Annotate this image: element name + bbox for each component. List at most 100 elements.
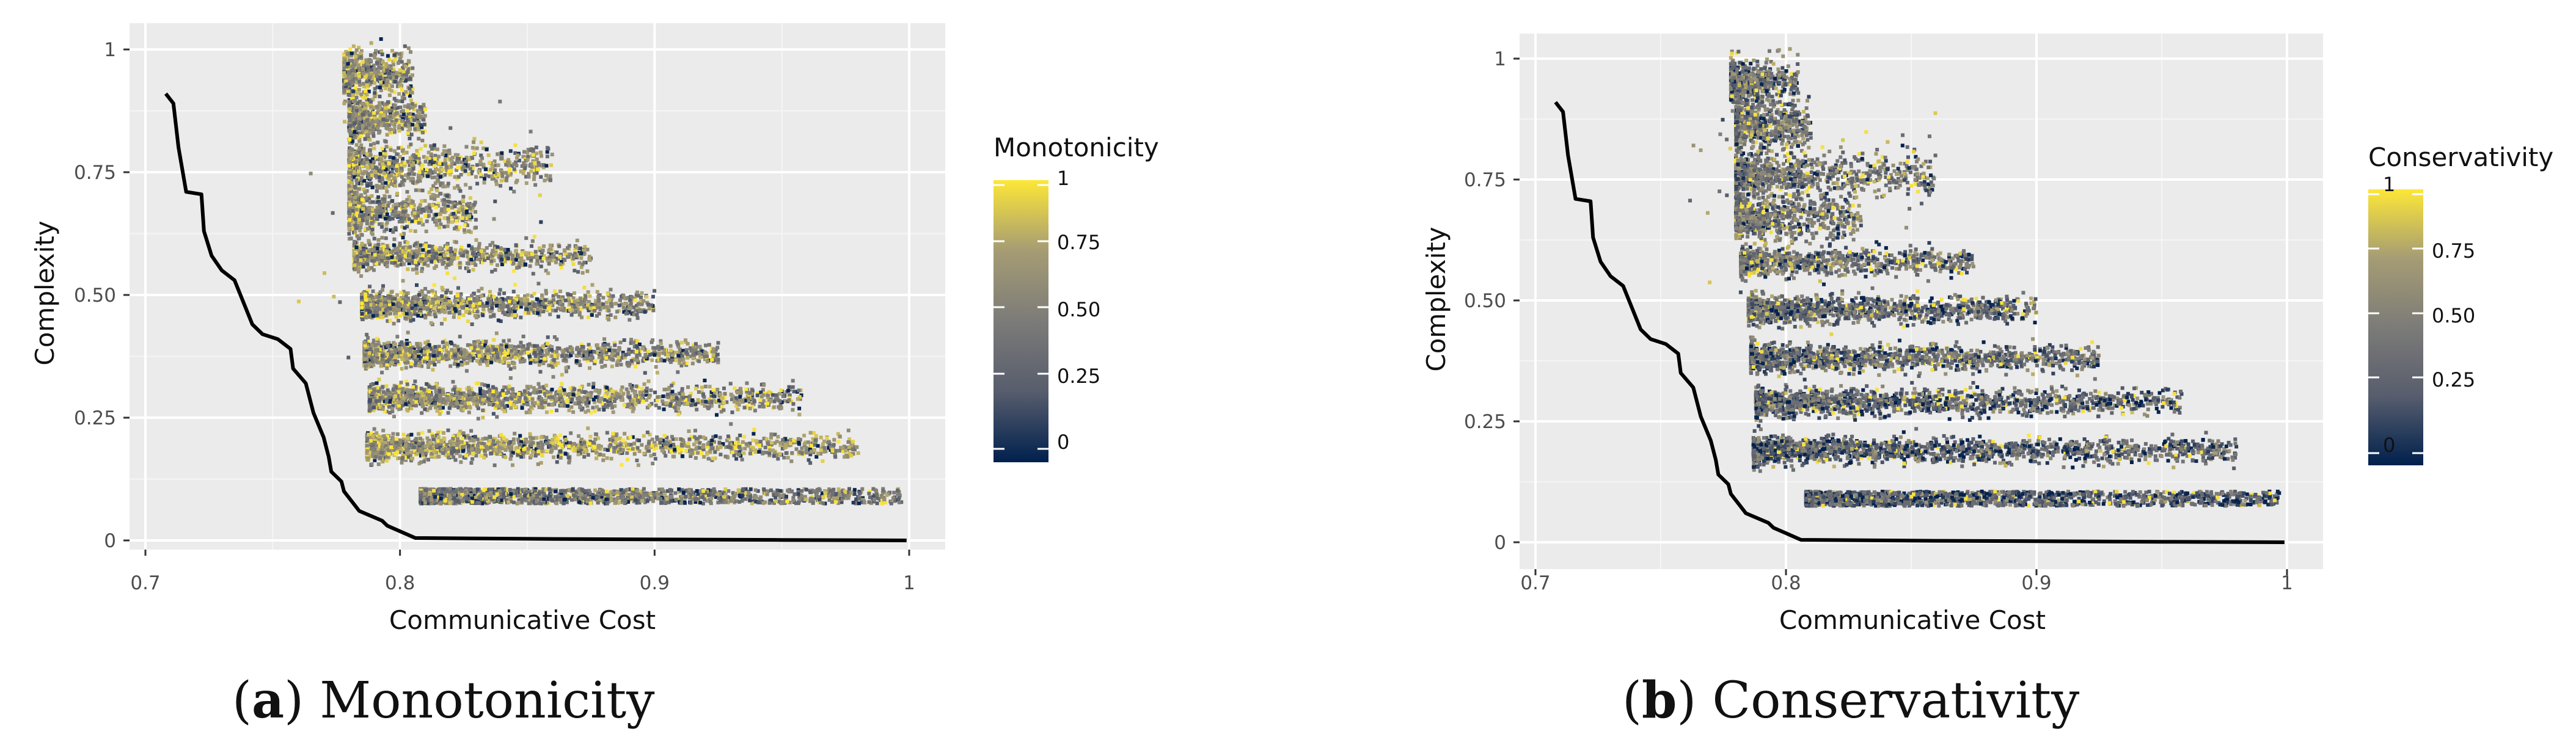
scatter-point <box>679 447 684 451</box>
scatter-point <box>772 501 776 505</box>
scatter-point <box>509 440 513 445</box>
scatter-point <box>696 492 700 496</box>
scatter-point <box>391 398 395 402</box>
scatter-point <box>652 452 656 457</box>
scatter-point <box>452 397 456 401</box>
scatter-point <box>464 495 469 499</box>
scatter-point <box>810 495 814 499</box>
scatter-point <box>507 399 511 404</box>
scatter-point <box>635 458 639 462</box>
scatter-point <box>840 498 844 502</box>
scatter-point <box>692 442 696 446</box>
scatter-point <box>425 501 430 505</box>
scatter-point <box>669 499 673 503</box>
scatter-point <box>638 390 642 394</box>
scatter-point <box>586 498 590 502</box>
scatter-point <box>479 454 483 458</box>
scatter-point <box>645 398 649 402</box>
scatter-point <box>419 387 423 391</box>
scatter-point <box>544 487 549 492</box>
scatter-point <box>571 487 575 492</box>
scatter-point <box>563 435 567 440</box>
scatter-point <box>426 487 430 492</box>
scatter-point <box>644 393 648 397</box>
scatter-point <box>380 445 384 449</box>
scatter-point <box>605 501 609 506</box>
scatter-point <box>560 382 564 386</box>
scatter-point <box>851 443 855 448</box>
scatter-point <box>536 382 541 386</box>
scatter-point <box>670 399 675 403</box>
scatter-point <box>436 439 441 443</box>
scatter-point <box>440 490 444 494</box>
scatter-point <box>447 498 452 503</box>
scatter-point <box>472 490 477 494</box>
scatter-point <box>478 396 482 400</box>
scatter-point <box>493 387 497 391</box>
scatter-point <box>517 440 521 445</box>
scatter-point <box>448 487 452 491</box>
scatter-point <box>502 339 506 343</box>
scatter-point <box>536 445 541 449</box>
scatter-point <box>386 441 390 445</box>
scatter-point <box>378 396 382 400</box>
scatter-point <box>616 496 620 500</box>
scatter-point <box>394 441 398 445</box>
scatter-point <box>390 409 395 413</box>
scatter-point <box>482 496 486 500</box>
scatter-point <box>645 431 649 435</box>
scatter-point <box>728 442 732 446</box>
scatter-point <box>558 393 563 397</box>
scatter-point <box>373 441 377 445</box>
scatter-point <box>591 385 596 390</box>
scatter-point <box>373 438 377 443</box>
scatter-point <box>748 498 752 503</box>
scatter-point <box>455 446 459 450</box>
scatter-point <box>395 432 400 437</box>
scatter-point <box>445 447 450 451</box>
scatter-point <box>451 380 455 384</box>
scatter-point <box>810 443 814 448</box>
scatter-point <box>544 394 548 398</box>
scatter-point <box>718 492 722 496</box>
scatter-point <box>485 390 489 394</box>
scatter-point <box>621 438 625 443</box>
scatter-point <box>629 405 633 410</box>
scatter-point <box>397 456 401 460</box>
scatter-point <box>668 404 673 408</box>
scatter-point <box>446 489 450 493</box>
scatter-point <box>382 436 387 440</box>
scatter-point <box>774 492 778 496</box>
scatter-point <box>728 382 733 386</box>
scatter-point <box>635 489 639 493</box>
scatter-point <box>619 363 623 367</box>
scatter-point <box>443 493 447 498</box>
scatter-point <box>468 438 472 443</box>
scatter-point <box>637 501 642 505</box>
scatter-point <box>368 398 372 402</box>
scatter-point <box>497 404 501 408</box>
scatter-point <box>804 497 808 501</box>
scatter-point <box>372 388 376 393</box>
scatter-point <box>541 385 546 389</box>
scatter-point <box>574 494 578 498</box>
scatter-point <box>552 455 556 459</box>
scatter-point <box>586 409 590 413</box>
scatter-point <box>593 448 598 452</box>
scatter-point <box>542 388 546 392</box>
scatter-point <box>521 438 525 442</box>
scatter-point <box>797 395 802 399</box>
scatter-point <box>468 405 472 410</box>
scatter-point <box>447 406 452 410</box>
scatter-point <box>808 431 813 435</box>
scatter-point <box>736 439 741 443</box>
scatter-point <box>689 346 693 351</box>
scatter-point <box>580 398 585 402</box>
scatter-point <box>480 382 484 387</box>
scatter-point <box>377 399 381 403</box>
scatter-point <box>836 501 841 505</box>
scatter-point <box>748 391 752 395</box>
scatter-point <box>492 463 497 467</box>
scatter-point <box>509 401 513 405</box>
